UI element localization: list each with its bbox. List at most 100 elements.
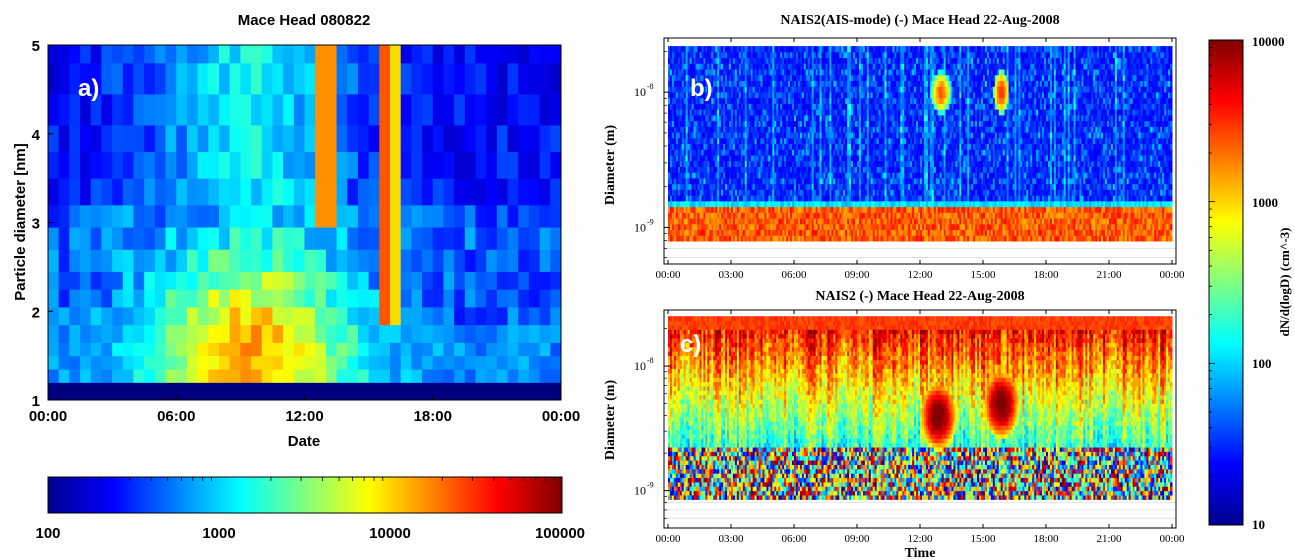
heatmap-cell bbox=[888, 80, 891, 87]
heatmap-cell bbox=[697, 166, 700, 173]
heatmap-cell bbox=[744, 177, 748, 185]
heatmap-cell bbox=[786, 63, 789, 70]
heatmap-cell bbox=[550, 324, 561, 343]
heatmap-cell bbox=[754, 218, 758, 225]
heatmap-cell bbox=[758, 103, 762, 110]
heatmap-cell bbox=[786, 223, 789, 231]
heatmap-cell bbox=[304, 271, 316, 290]
heatmap-cell bbox=[496, 355, 509, 370]
heatmap-cell bbox=[762, 74, 765, 82]
heatmap-cell bbox=[705, 80, 708, 87]
heatmap-cell bbox=[811, 155, 815, 162]
heatmap-cell bbox=[154, 306, 167, 326]
heatmap-cell bbox=[742, 63, 746, 70]
heatmap-cell bbox=[827, 160, 830, 167]
heatmap-cell bbox=[776, 200, 779, 208]
heatmap-cell bbox=[788, 91, 791, 99]
heatmap-cell bbox=[742, 155, 746, 162]
heatmap-cell bbox=[788, 57, 791, 64]
heatmap-cell bbox=[868, 46, 872, 53]
heatmap-cell bbox=[112, 62, 124, 95]
heatmap-cell bbox=[229, 62, 241, 95]
heatmap-cell bbox=[750, 177, 754, 185]
heatmap-cell bbox=[760, 183, 763, 190]
heatmap-cell bbox=[855, 206, 858, 213]
heatmap-cell bbox=[669, 86, 673, 93]
heatmap-cell bbox=[768, 160, 771, 167]
heatmap-cell bbox=[673, 80, 677, 87]
heatmap-cell bbox=[717, 160, 720, 167]
heatmap-cell bbox=[732, 63, 736, 70]
heatmap-cell bbox=[853, 137, 856, 145]
heatmap-cell bbox=[325, 151, 338, 179]
heatmap-cell bbox=[681, 229, 685, 236]
heatmap-cell bbox=[890, 91, 893, 99]
heatmap-cell bbox=[782, 166, 785, 173]
heatmap-cell bbox=[799, 86, 803, 93]
heatmap-cell bbox=[725, 126, 728, 133]
heatmap-cell bbox=[379, 368, 391, 383]
heatmap-cell bbox=[293, 178, 306, 206]
heatmap-cell bbox=[803, 80, 807, 87]
heatmap-cell bbox=[813, 189, 817, 196]
heatmap-cell bbox=[746, 200, 750, 208]
heatmap-cell bbox=[792, 200, 795, 208]
heatmap-cell bbox=[858, 132, 862, 139]
heatmap-cell bbox=[890, 218, 893, 225]
heatmap-cell bbox=[723, 223, 726, 231]
heatmap-cell bbox=[691, 149, 695, 156]
heatmap-cell bbox=[721, 74, 724, 82]
heatmap-cell bbox=[539, 249, 551, 272]
heatmap-cell bbox=[721, 91, 724, 99]
heatmap-cell bbox=[740, 177, 744, 185]
heatmap-cell bbox=[839, 149, 842, 156]
heatmap-cell bbox=[742, 149, 746, 156]
heatmap-cell bbox=[673, 172, 677, 179]
heatmap-cell bbox=[752, 126, 756, 133]
heatmap-cell bbox=[874, 172, 878, 179]
heatmap-cell bbox=[723, 74, 726, 82]
heatmap-cell bbox=[807, 195, 811, 202]
heatmap-cell bbox=[729, 183, 732, 190]
heatmap-cell bbox=[411, 289, 423, 308]
heatmap-cell bbox=[679, 74, 683, 82]
heatmap-cell bbox=[825, 137, 828, 145]
heatmap-cell bbox=[776, 126, 779, 133]
heatmap-cell bbox=[422, 204, 434, 228]
heatmap-cell bbox=[811, 160, 815, 167]
heatmap-cell bbox=[784, 212, 787, 219]
heatmap-cell bbox=[788, 189, 791, 196]
heatmap-cell bbox=[48, 124, 60, 153]
heatmap-cell bbox=[744, 229, 748, 236]
heatmap-cell bbox=[904, 177, 907, 185]
heatmap-cell bbox=[835, 177, 838, 185]
heatmap-cell bbox=[677, 51, 681, 59]
heatmap-cell bbox=[857, 212, 860, 219]
heatmap-cell bbox=[475, 93, 487, 126]
heatmap-cell bbox=[831, 160, 834, 167]
heatmap-cell bbox=[906, 143, 909, 150]
heatmap-cell bbox=[464, 93, 477, 126]
heatmap-cell bbox=[732, 74, 736, 82]
heatmap-cell bbox=[681, 80, 685, 87]
heatmap-cell bbox=[778, 189, 781, 196]
heatmap-cell bbox=[671, 212, 675, 219]
heatmap-cell bbox=[703, 86, 706, 93]
heatmap-cell bbox=[752, 80, 756, 87]
heatmap-cell bbox=[811, 103, 815, 110]
heatmap-cell bbox=[752, 235, 756, 242]
heatmap-cell bbox=[122, 93, 135, 126]
heatmap-cell bbox=[809, 206, 813, 213]
heatmap-cell bbox=[229, 368, 241, 383]
heatmap-cell bbox=[797, 189, 801, 196]
heatmap-cell bbox=[740, 235, 744, 242]
heatmap-cell bbox=[770, 160, 773, 167]
heatmap-cell bbox=[888, 155, 891, 162]
heatmap-cell bbox=[719, 195, 722, 202]
heatmap-cell bbox=[736, 183, 740, 190]
heatmap-cell bbox=[839, 126, 842, 133]
heatmap-cell bbox=[746, 63, 750, 70]
heatmap-cell bbox=[819, 126, 823, 133]
heatmap-cell bbox=[669, 200, 673, 208]
heatmap-cell bbox=[422, 342, 434, 357]
